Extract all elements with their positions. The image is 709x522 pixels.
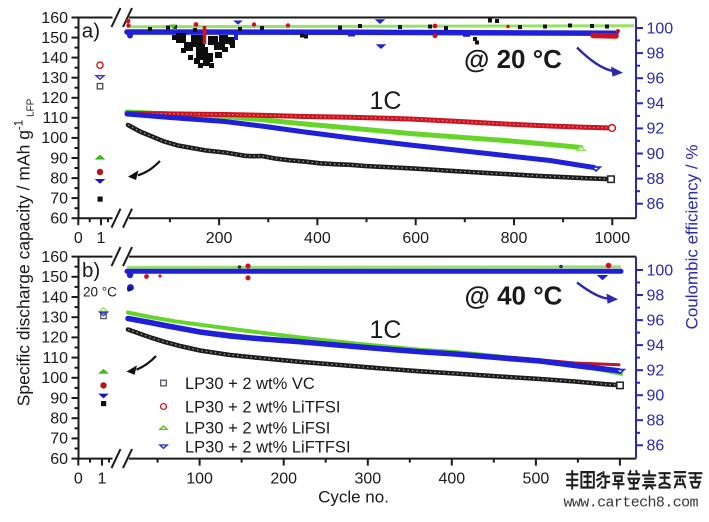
svg-text:1: 1 (98, 470, 107, 487)
svg-text:500: 500 (523, 470, 550, 487)
svg-text:94: 94 (647, 337, 665, 354)
svg-text:80: 80 (50, 411, 68, 428)
svg-text:86: 86 (647, 196, 665, 213)
svg-text:LP30 + 2 wt% LiFTFSI: LP30 + 2 wt% LiFTFSI (185, 439, 351, 457)
svg-text:130: 130 (41, 70, 68, 87)
svg-text:150: 150 (41, 30, 68, 47)
svg-text:60: 60 (50, 211, 68, 228)
svg-text:110: 110 (42, 110, 68, 127)
svg-text:0: 0 (74, 230, 83, 247)
svg-text:80: 80 (50, 170, 68, 187)
svg-text:160: 160 (41, 249, 68, 266)
svg-text:98: 98 (647, 287, 665, 304)
svg-text:@ 20 °C: @ 20 °C (464, 44, 562, 74)
svg-text:140: 140 (41, 50, 68, 67)
svg-text:Coulombic efficiency / %: Coulombic efficiency / % (683, 145, 702, 330)
svg-text:88: 88 (647, 413, 665, 430)
svg-text:LP30 + 2 wt% LiFSI: LP30 + 2 wt% LiFSI (185, 420, 330, 438)
svg-text:86: 86 (647, 438, 665, 455)
svg-text:70: 70 (50, 190, 68, 207)
svg-text:20 °C: 20 °C (83, 285, 117, 300)
svg-text:90: 90 (50, 390, 68, 407)
svg-text:LP30 + 2 wt% LiTFSI: LP30 + 2 wt% LiTFSI (185, 399, 340, 417)
svg-text:88: 88 (647, 171, 665, 188)
svg-text:400: 400 (304, 230, 331, 247)
svg-text:140: 140 (41, 289, 68, 306)
svg-text:100: 100 (41, 370, 68, 387)
svg-text:1C: 1C (370, 316, 402, 344)
svg-text:a): a) (82, 19, 100, 42)
svg-text:90: 90 (50, 150, 68, 167)
svg-text:400: 400 (438, 470, 465, 487)
svg-text:70: 70 (50, 431, 68, 448)
svg-text:150: 150 (41, 269, 68, 286)
svg-text:90: 90 (647, 146, 665, 163)
svg-text:b): b) (82, 259, 100, 282)
svg-text:130: 130 (41, 310, 68, 327)
svg-text:100: 100 (186, 470, 213, 487)
svg-text:Specific discharge capacity /: Specific discharge capacity / mAh g-1 LF… (14, 98, 37, 406)
svg-text:100: 100 (647, 20, 674, 37)
svg-text:300: 300 (354, 470, 381, 487)
svg-text:90: 90 (647, 388, 665, 405)
svg-text:120: 120 (41, 330, 68, 347)
svg-text:100: 100 (41, 130, 68, 147)
svg-text:96: 96 (647, 312, 665, 329)
svg-text:800: 800 (501, 230, 528, 247)
svg-text:60: 60 (50, 451, 68, 468)
svg-text:160: 160 (41, 10, 68, 27)
svg-text:Cycle no.: Cycle no. (318, 488, 389, 507)
svg-text:100: 100 (647, 262, 674, 279)
svg-text:0: 0 (74, 470, 83, 487)
svg-text:92: 92 (647, 121, 665, 138)
svg-text:LP30 + 2 wt% VC: LP30 + 2 wt% VC (185, 375, 315, 393)
svg-text:1: 1 (97, 230, 106, 247)
svg-text:@ 40 °C: @ 40 °C (465, 281, 563, 311)
svg-text:600: 600 (402, 230, 429, 247)
svg-text:110: 110 (42, 350, 68, 367)
svg-text:200: 200 (206, 230, 233, 247)
svg-text:www.cartech8.com: www.cartech8.com (564, 495, 699, 512)
svg-text:120: 120 (41, 90, 68, 107)
svg-text:1C: 1C (370, 87, 402, 115)
svg-text:94: 94 (647, 96, 665, 113)
svg-text:1000: 1000 (595, 230, 631, 247)
svg-text:92: 92 (647, 363, 665, 380)
svg-text:200: 200 (270, 470, 297, 487)
svg-text:96: 96 (647, 71, 665, 88)
svg-text:98: 98 (647, 45, 665, 62)
